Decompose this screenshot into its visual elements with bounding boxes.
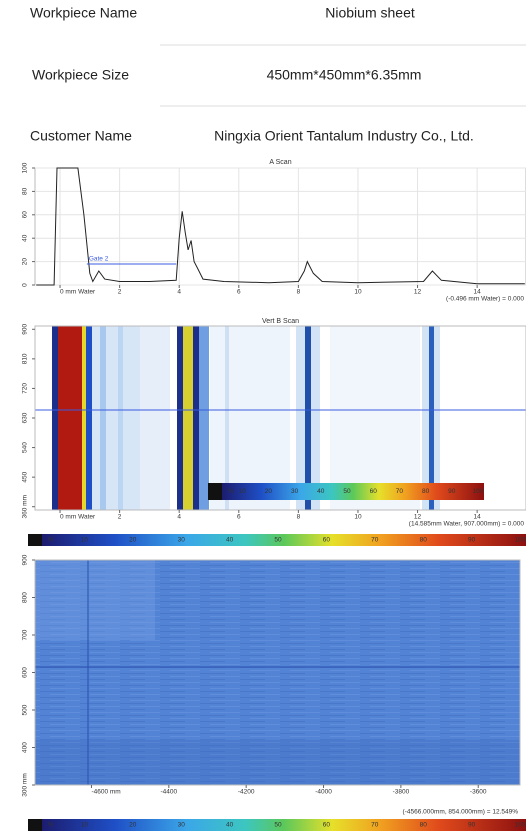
x-tick-label: 12 <box>414 514 422 521</box>
colorbar-tick-label: 100 <box>473 488 484 495</box>
x-tick-label: -3800 <box>393 789 410 796</box>
info-label: Customer Name <box>30 128 132 144</box>
b-scan-image <box>35 326 526 510</box>
x-tick-label: 6 <box>237 289 241 296</box>
chart-title: Vert B Scan <box>262 318 299 325</box>
x-tick-label: -3600 <box>470 789 487 796</box>
cursor-readout: (-0.496 mm Water) = 0.000 <box>446 296 524 303</box>
x-tick-label: 10 <box>354 514 362 521</box>
info-label: Workpiece Size <box>32 67 129 83</box>
info-label: Workpiece Name <box>30 5 137 21</box>
chart-title: A Scan <box>269 159 291 166</box>
x-tick-label: 14 <box>474 289 482 296</box>
colorbar-tick-label: 70 <box>371 822 379 829</box>
y-tick-label: 40 <box>22 234 29 242</box>
colorbar-tick-label: 60 <box>323 822 331 829</box>
y-tick-label: 60 <box>22 211 29 219</box>
a-scan-line <box>36 167 525 286</box>
colorbar-end <box>28 534 42 546</box>
cursor-readout: (14.585mm Water, 907.000mm) = 0.000 <box>409 521 525 528</box>
colorbar-tick-label: 100 <box>515 822 526 829</box>
colorbar-tick-label: 20 <box>265 488 273 495</box>
colorbar-tick-label: 10 <box>239 488 247 495</box>
colorbar-tick-label: 90 <box>468 537 476 544</box>
colorbar-tick-label: 80 <box>420 822 428 829</box>
y-tick-label: 80 <box>22 187 29 195</box>
x-tick-label: 6 <box>237 514 241 521</box>
colorbar-unit: % <box>48 822 54 829</box>
y-tick-label: 360 mm <box>22 495 29 518</box>
y-tick-label: 20 <box>22 258 29 266</box>
colorbar-tick-label: 70 <box>371 537 379 544</box>
x-tick-label: 2 <box>118 289 122 296</box>
colorbar-tick-label: 90 <box>468 822 476 829</box>
colorbar-tick-label: 40 <box>317 488 325 495</box>
colorbar-tick-label: 30 <box>291 488 299 495</box>
colorbar-tick-label: 80 <box>422 488 430 495</box>
y-tick-label: 500 <box>22 704 29 715</box>
y-tick-label: 720 <box>22 383 29 394</box>
x-tick-label: 4 <box>177 514 181 521</box>
y-tick-label: 600 <box>22 667 29 678</box>
colorbar-tick-label: 60 <box>323 537 331 544</box>
y-tick-label: 900 <box>22 554 29 565</box>
info-value: 450mm*450mm*6.35mm <box>267 67 422 83</box>
plot-frame <box>34 167 526 286</box>
colorbar-end <box>28 819 42 831</box>
info-value: Niobium sheet <box>325 5 415 21</box>
x-tick-label: 0 mm Water <box>60 514 96 521</box>
x-tick-label: 4 <box>177 289 181 296</box>
x-tick-label: 12 <box>414 289 422 296</box>
info-value: Ningxia Orient Tantalum Industry Co., Lt… <box>214 128 474 144</box>
y-tick-label: 540 <box>22 442 29 453</box>
colorbar-tick-label: 20 <box>129 822 137 829</box>
c-scan-image <box>35 560 520 785</box>
x-tick-label: 10 <box>354 289 362 296</box>
colorbar-unit: % <box>48 537 54 544</box>
colorbar-tick-label: 50 <box>274 537 282 544</box>
x-tick-label: 0 mm Water <box>60 289 96 296</box>
x-tick-label: -4200 <box>238 789 255 796</box>
colorbar-tick-label: 40 <box>226 822 234 829</box>
gate-label: Gate 2 <box>89 256 109 263</box>
colorbar-tick-label: 30 <box>178 537 186 544</box>
colorbar-tick-label: 90 <box>448 488 456 495</box>
y-tick-label: 300 mm <box>22 773 29 796</box>
colorbar <box>42 819 526 831</box>
colorbar-tick-label: 10 <box>81 822 89 829</box>
y-tick-label: 400 <box>22 742 29 753</box>
x-tick-label: 2 <box>118 514 122 521</box>
colorbar-tick-label: 60 <box>370 488 378 495</box>
colorbar-tick-label: 80 <box>420 537 428 544</box>
colorbar <box>222 483 484 500</box>
colorbar-tick-label: 100 <box>515 537 526 544</box>
x-tick-label: 14 <box>474 514 482 521</box>
y-tick-label: 800 <box>22 592 29 603</box>
x-tick-label: 8 <box>297 514 301 521</box>
colorbar <box>42 534 526 546</box>
y-tick-label: 630 <box>22 412 29 423</box>
colorbar-tick-label: 50 <box>274 822 282 829</box>
x-tick-label: -4400 <box>161 789 178 796</box>
x-tick-label: -4000 <box>315 789 332 796</box>
x-tick-label: -4600 mm <box>91 789 120 796</box>
colorbar-unit: % <box>228 488 234 495</box>
y-tick-label: 810 <box>22 353 29 364</box>
colorbar-tick-label: 70 <box>396 488 404 495</box>
y-tick-label: 700 <box>22 629 29 640</box>
colorbar-tick-label: 40 <box>226 537 234 544</box>
y-tick-label: 100 <box>22 162 29 173</box>
y-tick-label: 450 <box>22 471 29 482</box>
colorbar-tick-label: 30 <box>178 822 186 829</box>
colorbar-tick-label: 10 <box>81 537 89 544</box>
y-tick-label: 0 <box>22 283 29 287</box>
y-tick-label: 900 <box>22 323 29 334</box>
cursor-readout: (-4566.000mm, 854.000mm) = 12.549% <box>403 809 519 816</box>
colorbar-tick-label: 20 <box>129 537 137 544</box>
x-tick-label: 8 <box>297 289 301 296</box>
colorbar-tick-label: 50 <box>343 488 351 495</box>
colorbar-end <box>208 483 222 500</box>
